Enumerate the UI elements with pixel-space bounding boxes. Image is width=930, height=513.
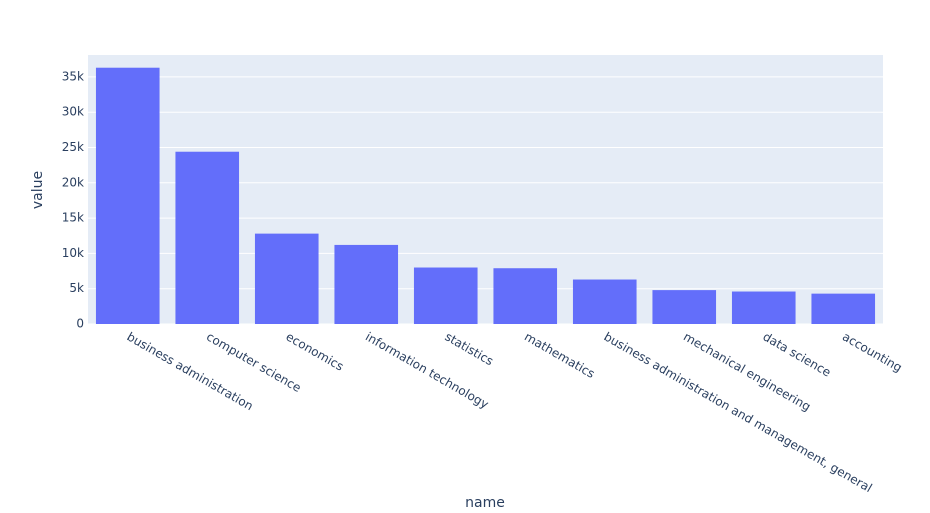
bar [413,267,478,324]
y-tick-label: 30k [62,105,84,119]
y-tick-label: 20k [62,175,84,189]
y-tick-label: 5k [69,281,84,295]
bar [652,290,717,324]
y-tick-label: 15k [62,211,84,225]
y-tick-label: 35k [62,69,84,83]
y-tick-label: 0 [76,317,84,331]
x-tick-label: accounting [840,330,904,375]
x-tick-label: business administration and management, … [602,330,875,496]
bar [254,233,319,324]
x-tick-label: data science [761,330,834,380]
x-tick-label: business administration [125,330,256,414]
y-tick-label: 10k [62,246,84,260]
y-tick-label: 25k [62,140,84,154]
x-tick-label: mathematics [522,330,597,381]
x-tick-label: mechanical engineering [681,330,813,414]
x-tick-label: economics [284,330,347,374]
bar [572,279,637,324]
bar [95,67,160,324]
x-tick-label: statistics [443,330,496,369]
bar [811,293,876,324]
bar [334,244,399,324]
x-axis-title: name [465,495,505,511]
bar [175,151,240,324]
bar [493,268,558,324]
y-axis-title: value [30,171,46,209]
bar [731,291,796,324]
